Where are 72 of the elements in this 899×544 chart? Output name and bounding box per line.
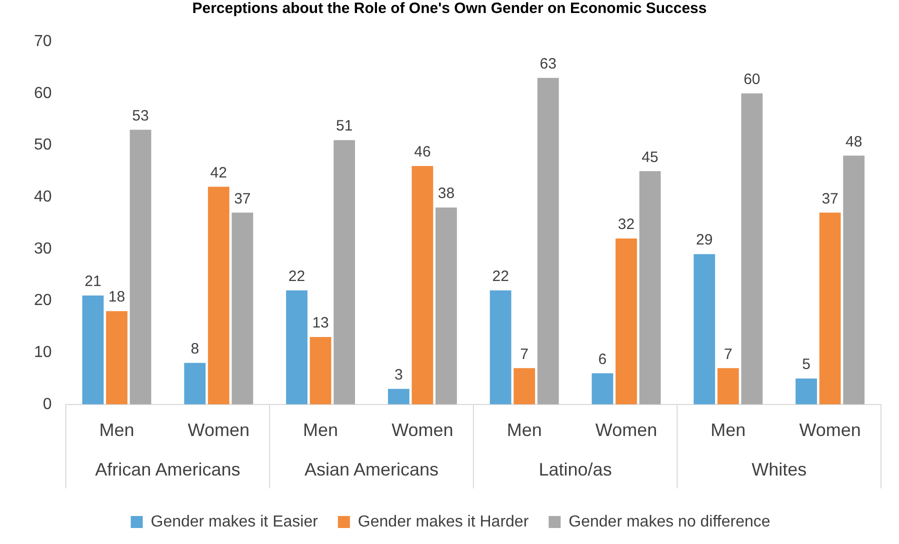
bar bbox=[741, 93, 763, 404]
data-label: 21 bbox=[84, 273, 102, 290]
data-label: 60 bbox=[744, 71, 760, 88]
y-tick-label: 0 bbox=[42, 396, 52, 413]
bar bbox=[490, 290, 512, 404]
bar bbox=[639, 171, 661, 404]
y-tick-label: 60 bbox=[34, 84, 52, 102]
data-label: 8 bbox=[190, 340, 200, 358]
bar bbox=[616, 238, 637, 404]
bar bbox=[82, 296, 104, 404]
data-label: 38 bbox=[438, 185, 455, 202]
bar bbox=[537, 78, 559, 404]
data-label: 53 bbox=[132, 107, 149, 124]
legend-label: Gender makes no difference bbox=[568, 513, 770, 530]
legend-label: Gender makes it Easier bbox=[150, 513, 319, 530]
data-label: 6 bbox=[598, 350, 607, 368]
data-label: 32 bbox=[618, 216, 635, 234]
x-tick-label: Women bbox=[595, 420, 658, 440]
bar bbox=[310, 337, 332, 404]
text: Whites bbox=[752, 459, 807, 480]
bar bbox=[694, 254, 716, 404]
legend-label: Gender makes it Harder bbox=[358, 513, 530, 530]
bar bbox=[796, 378, 817, 404]
data-label: 29 bbox=[696, 232, 713, 249]
x-tick-label: Women bbox=[392, 420, 454, 440]
bar bbox=[592, 373, 614, 404]
y-tick-label: 10 bbox=[34, 344, 52, 361]
bar bbox=[130, 130, 152, 404]
data-label: 45 bbox=[642, 148, 658, 166]
data-label: 18 bbox=[108, 288, 126, 306]
bar bbox=[106, 311, 128, 404]
data-label: 3 bbox=[394, 366, 403, 384]
bar bbox=[819, 212, 841, 404]
bar bbox=[436, 207, 457, 404]
data-label: 63 bbox=[540, 56, 556, 73]
y-tick-label: 50 bbox=[34, 136, 52, 154]
y-tick-label: 20 bbox=[34, 292, 52, 310]
bar bbox=[286, 290, 308, 404]
x-tick-label: Men bbox=[710, 420, 746, 440]
x-tick-label: Women bbox=[799, 420, 861, 440]
chart-title: Perceptions about the Role of One's Own Gender on Economic Success bbox=[191, 0, 708, 18]
data-label: 42 bbox=[210, 164, 227, 182]
data-label: 22 bbox=[492, 268, 509, 286]
bar bbox=[412, 166, 434, 404]
y-tick-label: 40 bbox=[34, 188, 52, 206]
bar bbox=[717, 368, 739, 404]
data-label: 46 bbox=[414, 144, 431, 161]
bar bbox=[208, 186, 230, 404]
text: Asian Americans bbox=[304, 459, 439, 480]
data-label: 7 bbox=[520, 346, 529, 363]
bar bbox=[232, 212, 254, 404]
bar bbox=[514, 368, 536, 404]
bar bbox=[184, 362, 206, 404]
bar bbox=[334, 140, 356, 404]
data-label: 48 bbox=[845, 133, 862, 150]
data-label: 22 bbox=[288, 268, 306, 286]
x-tick-label: Women bbox=[188, 420, 250, 440]
x-tick-label: Men bbox=[506, 420, 542, 440]
x-tick-label: Men bbox=[303, 420, 338, 440]
text: Latino/as bbox=[538, 459, 612, 480]
x-tick-label: Men bbox=[99, 420, 134, 440]
data-label: 7 bbox=[724, 346, 732, 363]
data-label: 37 bbox=[822, 190, 838, 208]
bar bbox=[388, 388, 410, 404]
data-label: 13 bbox=[312, 314, 329, 332]
data-label: 5 bbox=[802, 356, 810, 374]
data-label: 51 bbox=[336, 118, 353, 135]
bar bbox=[843, 156, 865, 404]
y-tick-label: 30 bbox=[34, 240, 52, 258]
data-label: 37 bbox=[234, 190, 251, 208]
text: African Americans bbox=[95, 459, 240, 480]
y-tick-label: 70 bbox=[34, 33, 52, 50]
